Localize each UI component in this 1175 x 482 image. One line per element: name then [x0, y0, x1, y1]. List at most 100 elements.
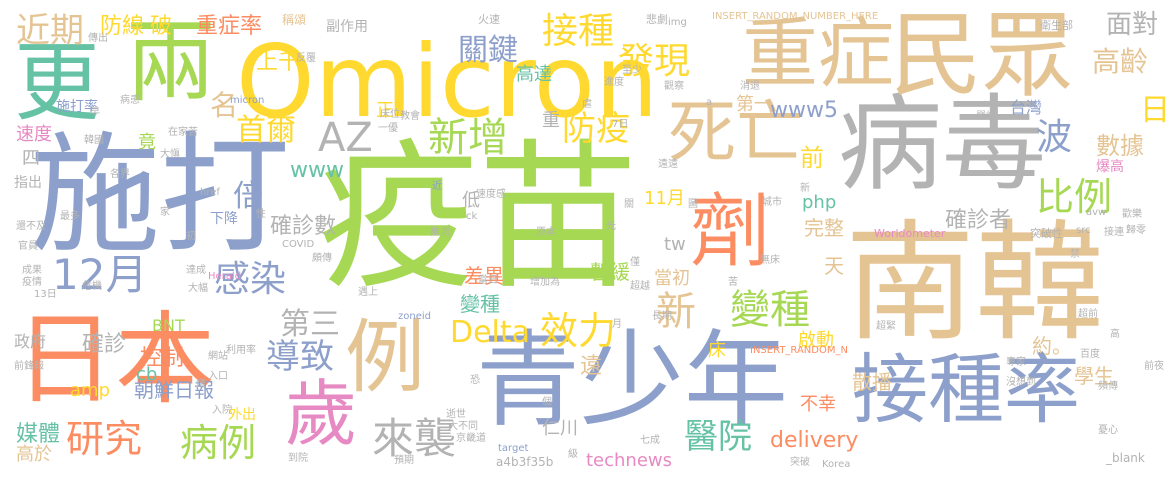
word: img: [668, 17, 687, 28]
word: 到院: [288, 453, 308, 464]
word: 媒體: [16, 422, 61, 447]
word: 7日: [612, 119, 629, 130]
word: 速度感: [476, 189, 506, 200]
word: 數據: [1096, 132, 1144, 160]
word: 各界: [110, 169, 130, 180]
word: 完整: [804, 216, 844, 240]
word: 速度: [16, 124, 52, 145]
word: 學生: [1074, 364, 1114, 388]
word: 南韓: [845, 207, 1106, 359]
word: Herald: [208, 271, 242, 282]
word: 朝鮮日報: [134, 378, 214, 402]
word: 近: [432, 181, 442, 192]
word: 高齡: [1092, 45, 1149, 78]
word: 下降: [210, 211, 238, 227]
word: 百度: [1080, 349, 1100, 360]
word: 利用率: [226, 345, 256, 356]
word: 消退: [740, 81, 760, 92]
word: 一優: [378, 123, 398, 134]
word: 大愼: [160, 149, 180, 160]
word: tw: [664, 234, 686, 255]
word: 早: [90, 107, 100, 118]
word: 波: [1036, 117, 1073, 158]
word: 家: [160, 207, 170, 218]
word: AZ: [318, 115, 373, 161]
word: 近期: [16, 11, 84, 51]
word: 前夜: [1144, 361, 1164, 372]
word: 第一: [736, 94, 772, 115]
word: 來襲: [372, 414, 457, 463]
word: 控制: [140, 346, 185, 371]
word: 進度: [604, 77, 624, 88]
word: 重症率: [196, 14, 263, 39]
word: 性: [256, 209, 266, 220]
word: 七成: [640, 435, 660, 446]
word: 虐: [582, 99, 592, 110]
word: 副作用: [326, 19, 368, 35]
word: 首爾: [236, 113, 296, 148]
word: 預期: [394, 455, 414, 466]
word: 破: [150, 14, 173, 39]
word: 確診數: [270, 214, 337, 239]
word: 高: [1110, 329, 1120, 340]
word: technews: [586, 450, 673, 471]
word: a4b3f35b: [496, 455, 554, 469]
word: 發現: [618, 41, 691, 82]
word: 當日: [478, 275, 498, 286]
word: 兩: [126, 10, 216, 115]
word: 台灣: [1010, 98, 1043, 117]
word: 病毒: [838, 83, 1047, 205]
word: 正: [376, 100, 394, 121]
word: 防疫: [562, 109, 630, 149]
word: 前: [800, 144, 824, 172]
word: 比例: [1036, 175, 1113, 219]
word: 觀察: [664, 81, 684, 92]
word: 還不及: [16, 221, 46, 232]
word: 暫緩: [590, 260, 630, 284]
word: 病例: [180, 421, 257, 465]
word: 施打: [30, 119, 291, 271]
word: 城市: [762, 197, 782, 208]
word: 推測: [430, 227, 450, 238]
word: 圖: [688, 199, 698, 210]
word: 月: [612, 319, 622, 330]
word: micron: [230, 95, 265, 106]
word: 長期: [652, 311, 672, 322]
word: 確診: [82, 332, 127, 357]
word: 網站: [208, 351, 228, 362]
word: 初: [186, 231, 196, 242]
word: 研究: [66, 417, 143, 461]
word: 原本: [536, 227, 556, 238]
word: 成果: [22, 265, 42, 276]
word: 外出: [228, 407, 256, 423]
word: 京畿道: [456, 433, 486, 444]
word: 突破: [790, 457, 810, 468]
word: 變種: [460, 292, 500, 316]
word: 反覆: [296, 53, 316, 64]
word: avw: [1086, 207, 1107, 218]
word: href: [200, 187, 220, 198]
word: 爆高: [1096, 159, 1124, 175]
word: 指出: [14, 175, 42, 191]
word: 四: [22, 148, 40, 169]
word: 仁川: [542, 418, 578, 439]
word: 韓國: [84, 135, 104, 146]
word: src: [1076, 225, 1091, 236]
word: 青少年: [476, 319, 789, 441]
word: 光: [606, 221, 616, 232]
word: 例: [345, 311, 425, 404]
word: INSERT_RANDOM_N: [750, 345, 848, 356]
word: Delta: [450, 315, 531, 350]
word: 面對: [1106, 10, 1159, 40]
word: zoneid: [398, 311, 431, 322]
word: 高於: [16, 444, 52, 465]
word: Korea: [822, 459, 851, 470]
word: 接種: [542, 11, 615, 52]
word: 前鋒報: [14, 361, 44, 372]
word: 不幸: [800, 394, 836, 415]
word: cb: [136, 364, 158, 385]
word: 大幅: [188, 283, 208, 294]
word: COVID: [282, 239, 315, 250]
word: 竟: [138, 132, 156, 153]
word: 重症: [742, 9, 894, 98]
